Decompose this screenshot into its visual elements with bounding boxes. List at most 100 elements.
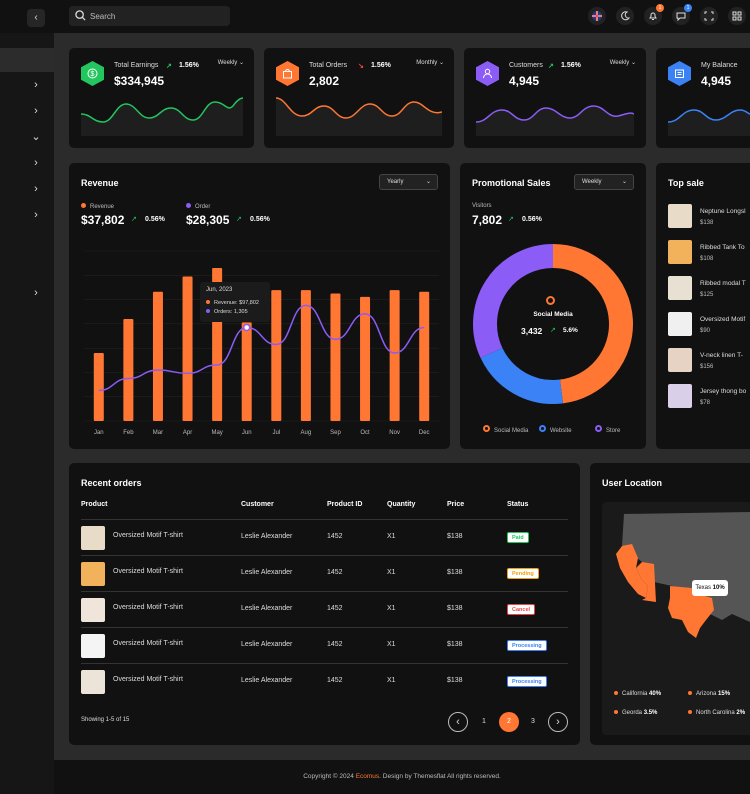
table-row[interactable]: Oversized Motif T-shirt Leslie Alexander 1… bbox=[81, 555, 568, 591]
revenue-bar[interactable] bbox=[330, 293, 341, 422]
column-header: Customer bbox=[241, 501, 274, 508]
x-tick-label: Oct bbox=[360, 430, 370, 436]
page-button-active[interactable]: 2 bbox=[499, 712, 519, 732]
highlight-point bbox=[242, 323, 251, 332]
revenue-bar[interactable] bbox=[123, 319, 134, 421]
grid-icon[interactable] bbox=[728, 7, 746, 25]
top-sale-item[interactable]: Ribbed Tank To $108 bbox=[668, 240, 750, 276]
top-sale-item[interactable]: Oversized Motif $90 bbox=[668, 312, 750, 348]
x-tick-label: Feb bbox=[123, 430, 134, 436]
stat-value: 4,945 bbox=[701, 74, 732, 88]
next-page-button[interactable]: › bbox=[548, 712, 568, 732]
revenue-chart: Jan Feb Mar Apr May Jun Jul Aug Sep Oct Nov Dec bbox=[84, 250, 439, 436]
chevron-right-icon[interactable]: › bbox=[34, 287, 38, 299]
revenue-bar[interactable] bbox=[93, 353, 104, 421]
chevron-right-icon[interactable]: › bbox=[34, 105, 38, 117]
legend-revenue: Revenue bbox=[81, 203, 114, 210]
donut-center-value: 3,432 bbox=[521, 326, 543, 336]
top-sale-item[interactable]: V-neck linen T- $156 bbox=[668, 348, 750, 384]
sidebar-item-active[interactable] bbox=[0, 48, 54, 72]
period-dropdown[interactable]: Weekly ⌄ bbox=[609, 60, 636, 66]
product-price: $156 bbox=[700, 364, 714, 370]
period-dropdown[interactable]: Yearly ⌄ bbox=[379, 174, 438, 190]
product-id: 1452 bbox=[327, 677, 343, 684]
customer-name: Leslie Alexander bbox=[241, 677, 293, 684]
product-name: Jersey thong bo bbox=[700, 388, 747, 395]
user-location-card: User Location Texas 10% California 40% A… bbox=[590, 463, 750, 745]
column-header: Quantity bbox=[387, 501, 416, 508]
table-row[interactable]: Oversized Motif T-shirt Leslie Alexander 1… bbox=[81, 627, 568, 663]
page-button[interactable]: 1 bbox=[482, 718, 486, 725]
quantity: X1 bbox=[387, 641, 396, 648]
product-name: V-neck linen T- bbox=[700, 352, 743, 359]
fullscreen-icon[interactable] bbox=[700, 7, 718, 25]
trend-up-icon: ↗ bbox=[131, 216, 137, 223]
table-row[interactable]: Oversized Motif T-shirt Leslie Alexander 1… bbox=[81, 519, 568, 555]
card-title: Promotional Sales bbox=[472, 178, 551, 188]
product-name: Ribbed modal T bbox=[700, 280, 746, 287]
status-badge: Cancel bbox=[507, 604, 536, 615]
legend-social-media: Social Media bbox=[483, 425, 528, 434]
status-badge: Processing bbox=[507, 676, 547, 687]
stat-label: Customers bbox=[509, 62, 543, 69]
flag-uk-icon[interactable] bbox=[588, 7, 606, 25]
page-button[interactable]: 3 bbox=[531, 718, 535, 725]
search-icon bbox=[75, 10, 86, 21]
product-thumbnail bbox=[668, 204, 692, 228]
trend-down-icon: ↘ bbox=[358, 63, 364, 70]
sidebar: › › ⌄ › › › › bbox=[0, 0, 54, 794]
sparkline-chart bbox=[81, 97, 243, 136]
legend-california: California 40% bbox=[614, 691, 661, 697]
revenue-bar[interactable] bbox=[389, 290, 400, 421]
revenue-bar[interactable] bbox=[182, 276, 193, 422]
search-box[interactable] bbox=[69, 6, 230, 26]
revenue-bar[interactable] bbox=[419, 291, 430, 421]
column-header: Product bbox=[81, 501, 108, 508]
orders-line bbox=[98, 304, 425, 392]
quantity: X1 bbox=[387, 533, 396, 540]
table-row[interactable]: Oversized Motif T-shirt Leslie Alexander 1… bbox=[81, 663, 568, 699]
collapse-sidebar-button[interactable]: ‹ bbox=[27, 9, 45, 27]
top-sale-item[interactable]: Neptune Longsl $138 bbox=[668, 204, 750, 240]
search-input[interactable] bbox=[90, 9, 220, 23]
product-name: Oversized Motif T-shirt bbox=[113, 568, 183, 575]
prev-page-button[interactable]: ‹ bbox=[448, 712, 468, 732]
product-name: Oversized Motif bbox=[700, 316, 746, 323]
dollar-icon: $ bbox=[81, 61, 104, 86]
trend-up-icon: ↗ bbox=[550, 327, 556, 334]
period-dropdown[interactable]: Weekly ⌄ bbox=[574, 174, 634, 190]
revenue-bar[interactable] bbox=[152, 291, 163, 421]
stat-card-earnings: $ Total Earnings ↗ 1.56% $334,945 Weekly… bbox=[69, 48, 254, 148]
period-dropdown[interactable]: Weekly ⌄ bbox=[217, 60, 244, 66]
revenue-bar[interactable] bbox=[300, 290, 311, 421]
legend-arizona: Arizona 15% bbox=[688, 691, 730, 697]
chevron-right-icon[interactable]: › bbox=[34, 157, 38, 169]
tooltip-revenue: Revenue: $97,802 bbox=[206, 300, 264, 306]
revenue-bar[interactable] bbox=[360, 296, 371, 421]
top-sale-item[interactable]: Jersey thong bo $78 bbox=[668, 384, 750, 420]
product-thumbnail bbox=[81, 562, 105, 586]
revenue-bar[interactable] bbox=[241, 322, 252, 421]
revenue-bar[interactable] bbox=[271, 290, 282, 421]
donut-slice bbox=[480, 347, 564, 404]
legend-store: Store bbox=[595, 425, 620, 434]
x-tick-label: Jun bbox=[242, 430, 252, 436]
x-tick-label: Jul bbox=[272, 430, 280, 436]
moon-icon[interactable] bbox=[616, 7, 634, 25]
top-sale-item[interactable]: Ribbed modal T $125 bbox=[668, 276, 750, 312]
product-name: Neptune Longsl bbox=[700, 208, 746, 215]
card-title: Recent orders bbox=[81, 478, 142, 488]
table-row[interactable]: Oversized Motif T-shirt Leslie Alexander 1… bbox=[81, 591, 568, 627]
order-change: 0.56% bbox=[250, 216, 270, 223]
bag-icon bbox=[276, 61, 299, 86]
period-dropdown[interactable]: Monthly ⌄ bbox=[416, 60, 444, 66]
chevron-right-icon[interactable]: › bbox=[34, 79, 38, 91]
legend-georda: Georda 3.5% bbox=[614, 710, 657, 716]
chevron-right-icon[interactable]: › bbox=[34, 209, 38, 221]
chevron-right-icon[interactable]: › bbox=[34, 183, 38, 195]
message-icon[interactable]: 1 bbox=[672, 4, 692, 25]
bell-icon[interactable]: 1 bbox=[644, 4, 664, 25]
top-sale-card: Top sale Neptune Longsl $138 Ribbed Tank T… bbox=[656, 163, 750, 449]
chevron-down-icon[interactable]: ⌄ bbox=[31, 131, 41, 143]
footer-brand-link[interactable]: Ecomus bbox=[355, 773, 380, 780]
